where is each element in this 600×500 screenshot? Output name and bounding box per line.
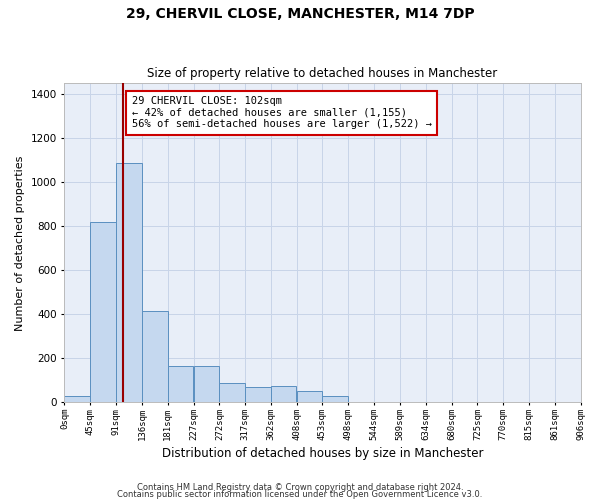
Bar	[220, 383, 245, 402]
Y-axis label: Number of detached properties: Number of detached properties	[15, 155, 25, 330]
Bar	[64, 396, 90, 402]
X-axis label: Distribution of detached houses by size in Manchester: Distribution of detached houses by size …	[162, 447, 483, 460]
Bar	[167, 366, 193, 402]
Bar	[297, 392, 322, 402]
Text: Contains HM Land Registry data © Crown copyright and database right 2024.: Contains HM Land Registry data © Crown c…	[137, 484, 463, 492]
Bar	[194, 366, 220, 402]
Bar	[142, 311, 167, 402]
Bar	[90, 222, 116, 402]
Title: Size of property relative to detached houses in Manchester: Size of property relative to detached ho…	[148, 66, 497, 80]
Bar	[271, 386, 296, 402]
Text: 29 CHERVIL CLOSE: 102sqm
← 42% of detached houses are smaller (1,155)
56% of sem: 29 CHERVIL CLOSE: 102sqm ← 42% of detach…	[131, 96, 431, 130]
Bar	[116, 162, 142, 402]
Bar	[322, 396, 348, 402]
Bar	[245, 387, 271, 402]
Text: Contains public sector information licensed under the Open Government Licence v3: Contains public sector information licen…	[118, 490, 482, 499]
Text: 29, CHERVIL CLOSE, MANCHESTER, M14 7DP: 29, CHERVIL CLOSE, MANCHESTER, M14 7DP	[125, 8, 475, 22]
